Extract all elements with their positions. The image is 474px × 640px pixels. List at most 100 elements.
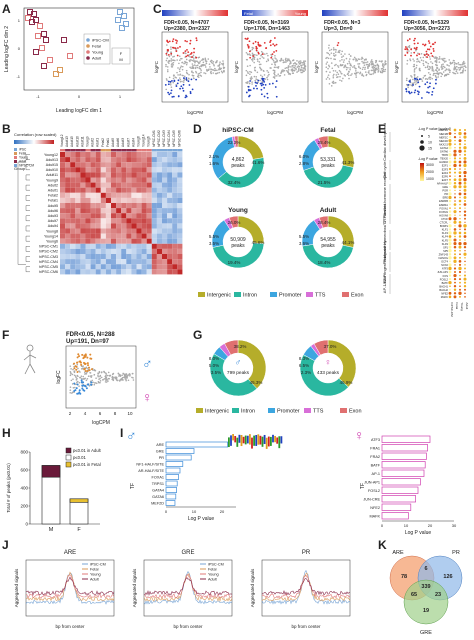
gene-label: NFE2 [441,292,448,296]
ma-point [340,80,343,82]
dot [459,210,461,213]
motif-logo-letter [255,434,258,446]
ma-point [212,62,214,65]
panel-b-row-label: Young14 [44,234,58,238]
panel-b-row-label: hiPSC-CM4 [39,260,58,264]
ma-point [349,55,352,57]
panel-b-cell [121,243,127,249]
panel-b-cell [105,248,111,254]
ma-point [330,57,332,60]
ma-point-down [177,79,180,82]
ma-point [264,53,266,55]
panel-b-cell [111,228,117,234]
ma-point [432,70,435,72]
ma-point [334,64,336,67]
ma-point-up [76,361,79,364]
gene-label: E2F1 [442,164,449,168]
panel-b-cell [116,167,122,173]
ma-point-down [170,89,173,92]
panel-b-cell [151,218,157,224]
legend-label: iPSC-CM [208,563,224,567]
ma-point [330,48,333,51]
ma-point [75,379,78,381]
ma-point [355,71,358,74]
donut-pct-label: 3.6% [299,241,309,246]
tf-bar [381,461,426,469]
ma-point [457,66,460,69]
ma-point-up [414,37,416,40]
ma-point [273,71,276,73]
ma-point [208,63,211,65]
dot [448,277,452,281]
ma-point-up [413,51,416,54]
tf-label: NFE2 [370,506,380,510]
ma-point [367,67,369,69]
panel-b-group-label: Group [14,166,26,171]
panel-b-cell [172,248,178,254]
ma-point [90,375,93,377]
panel-b-cell [85,192,91,198]
gene-label: MEF2C [439,135,448,139]
ma-point [443,66,446,69]
ma-point-down [417,93,420,96]
ma-point [296,66,299,68]
ma-point [440,66,442,68]
ma-point [72,386,75,389]
ma-point [185,71,188,74]
ma-point-up [88,366,91,369]
ma-point [434,60,437,63]
panel-b-cell [162,167,168,173]
panel-b-cell [151,248,157,254]
panel-b-cell [131,243,137,249]
panel-b-cell [100,238,106,244]
ma-point-up [257,43,260,46]
dot [448,235,452,238]
ma-point [353,65,356,67]
ma-point [406,59,409,62]
ma-point [248,82,251,85]
venn-count: 23 [435,592,441,598]
tf-label: JUN-CRE [363,498,380,502]
panel-b-cell [167,208,173,214]
ma-point [444,69,447,72]
dot [448,256,452,260]
dot [458,139,462,143]
ma-point [364,68,366,71]
ma-point [435,57,437,60]
dot [448,139,452,143]
ma-point [436,70,439,73]
ma-point [278,75,281,77]
ma-point [342,55,345,57]
ma-plot-color-bar [402,10,468,16]
panel-b-cell [90,197,96,203]
panel-b-cell [65,233,71,239]
ma-point [291,68,293,71]
ma-point-up [179,45,181,48]
panel-a-sex-m: M [119,57,122,62]
ma-point-down [427,86,430,89]
ma-point-down [249,89,252,92]
ma-point [216,69,218,72]
ma-point [73,370,76,372]
panel-b-cell [162,218,168,224]
ma-point [256,60,259,62]
donut-pct-label: 6.5% [299,363,309,368]
panel-b-cell [90,167,96,173]
ma-point [103,370,105,373]
panel-b-cell [162,254,168,260]
donut-center-unit: peaks [231,163,245,169]
ma-point-up [404,48,407,51]
ma-point-down [266,92,269,95]
panel-b-cell [136,269,142,275]
panel-b-cell [136,203,142,209]
panel-b-cell [167,192,173,198]
ma-point-up [273,37,276,39]
tf-label: GATA6 [152,495,164,499]
ma-point [112,377,115,379]
panel-b-cell [146,208,152,214]
panel-b-cell [85,228,91,234]
gene-label: SP5 [443,249,448,253]
ma-point [406,83,408,86]
ma-point [95,377,97,379]
